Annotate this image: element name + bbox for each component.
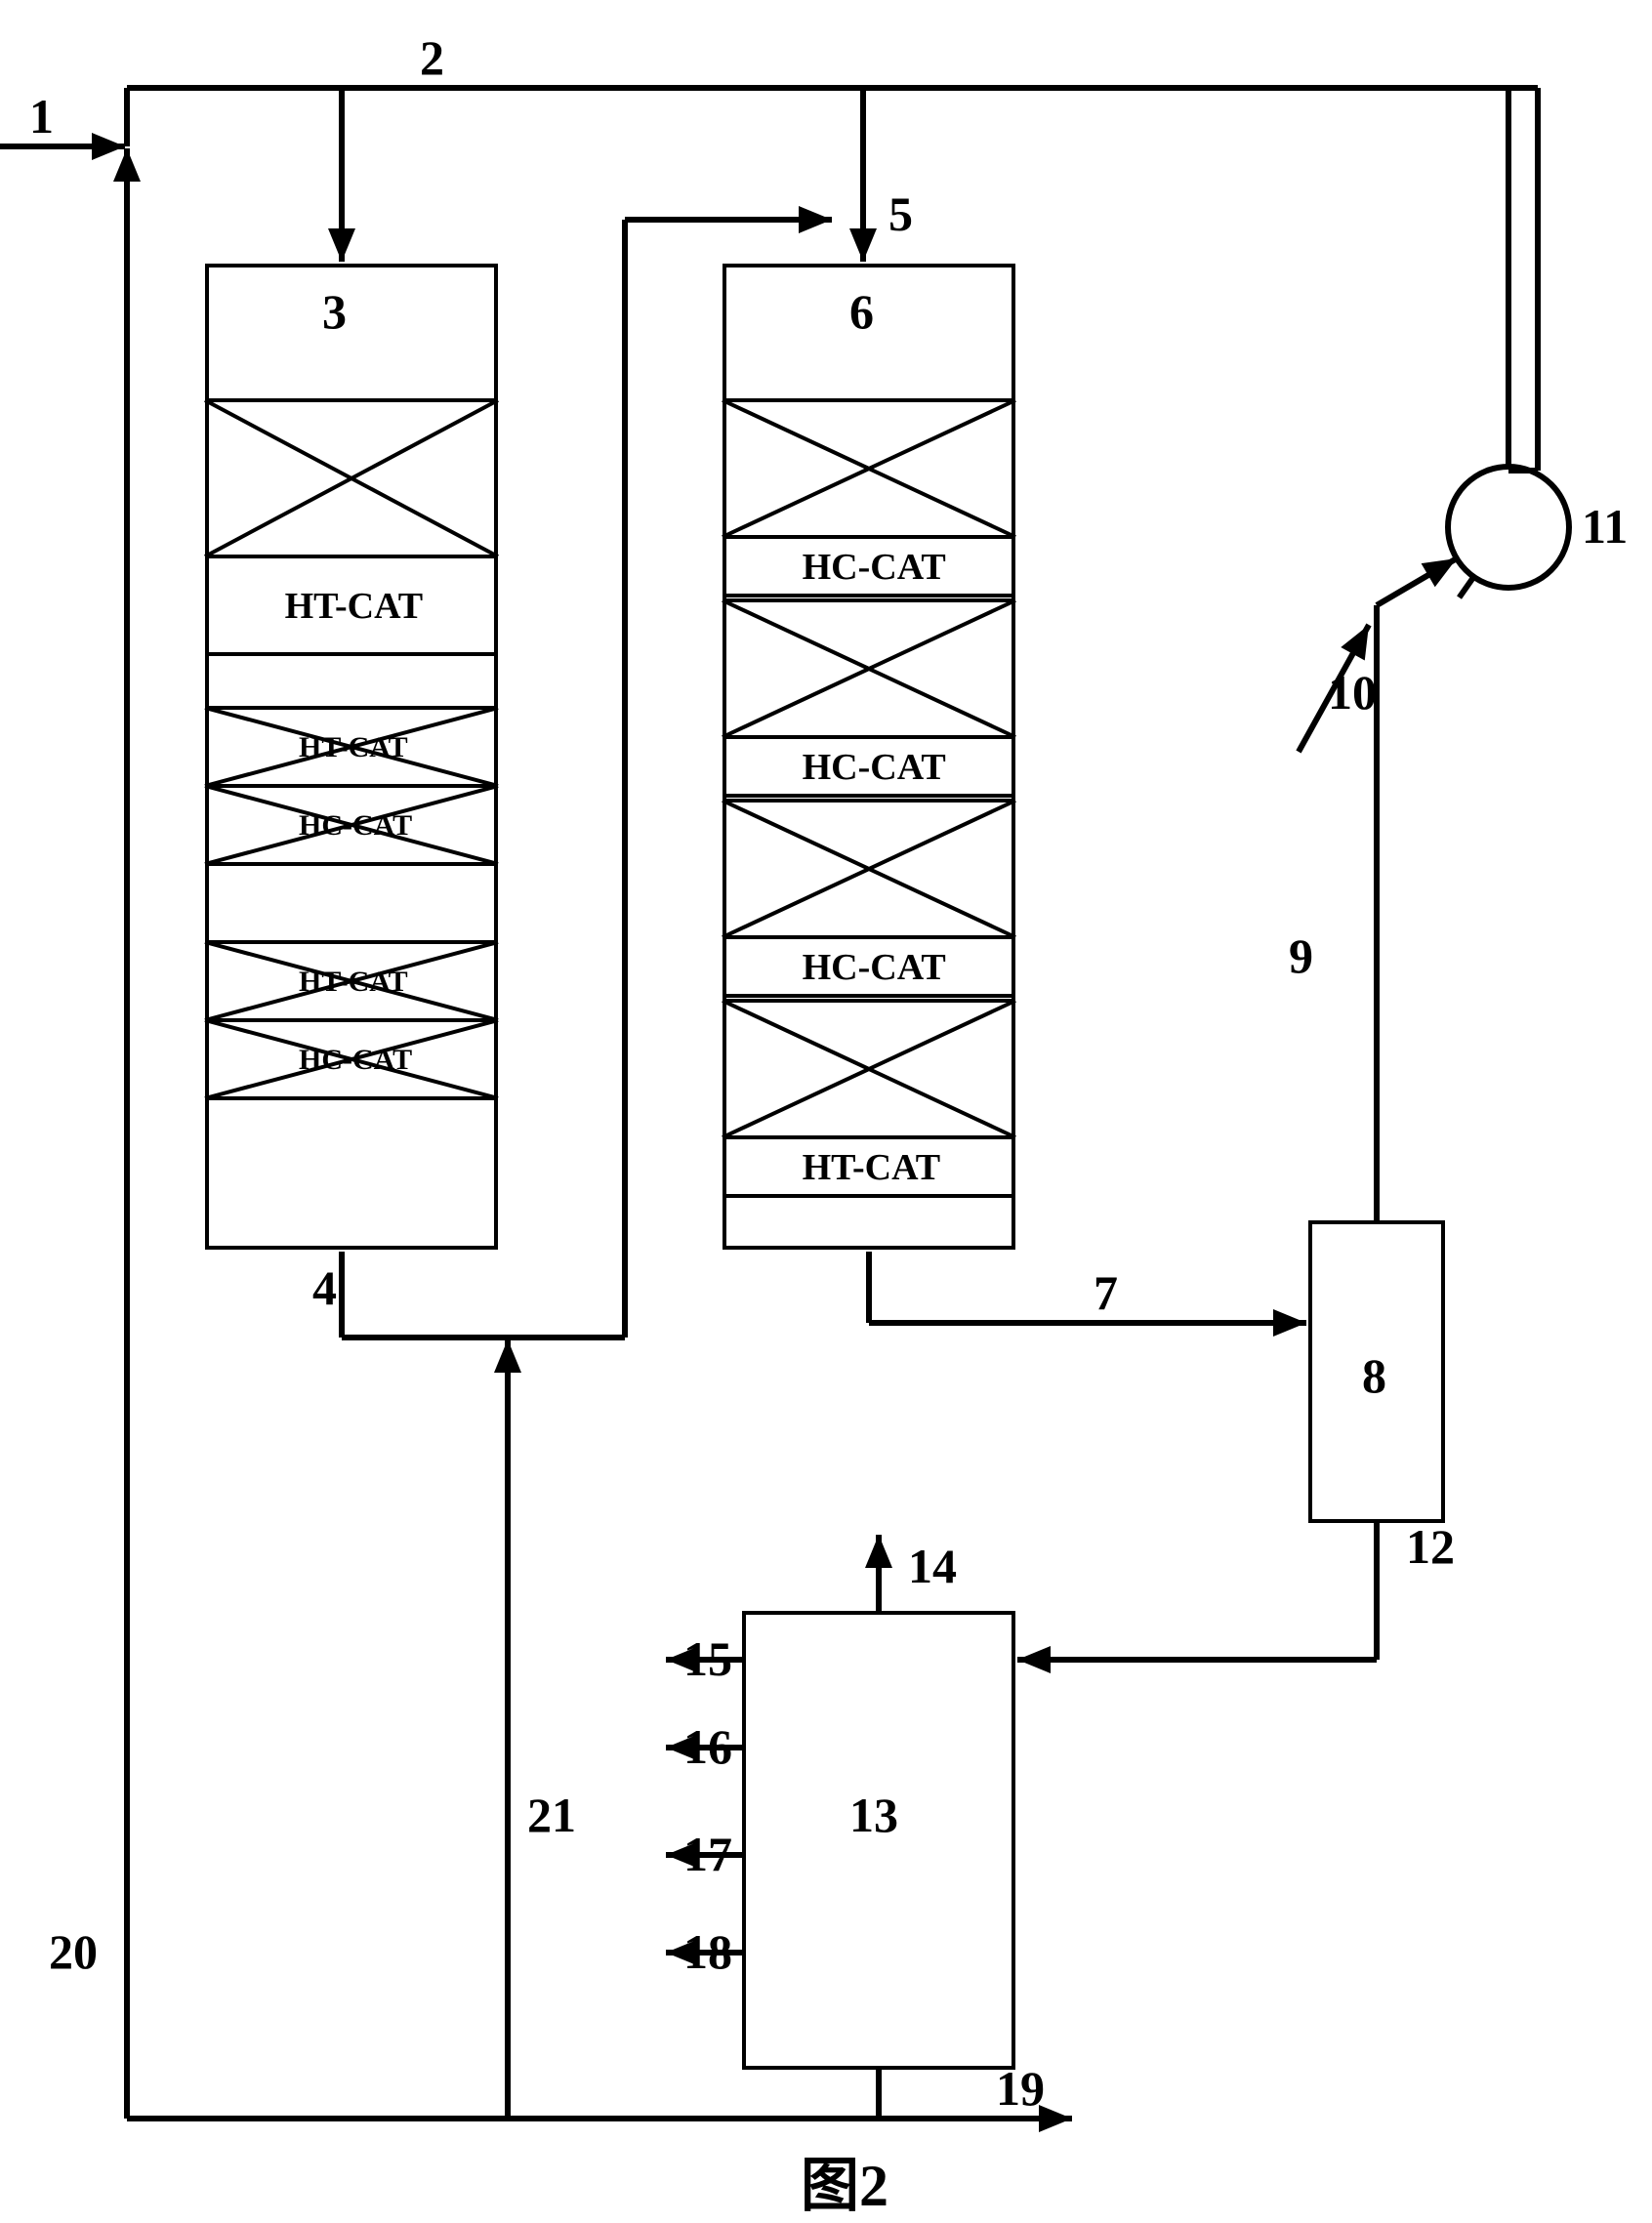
stream-label-11: 11 <box>1582 498 1628 555</box>
catalyst-label: HC-CAT <box>299 1044 412 1077</box>
catalyst-label: HT-CAT <box>285 585 423 628</box>
stream-label-15: 15 <box>683 1630 732 1687</box>
stream-label-5: 5 <box>888 185 913 242</box>
stream-label-6: 6 <box>849 283 874 340</box>
stream-label-10: 10 <box>1328 664 1377 720</box>
stream-label-4: 4 <box>312 1259 337 1316</box>
catalyst-label: HC-CAT <box>803 746 946 789</box>
stream-label-1: 1 <box>29 88 54 144</box>
stream-label-20: 20 <box>49 1923 98 1980</box>
stream-label-18: 18 <box>683 1923 732 1980</box>
stream-label-17: 17 <box>683 1826 732 1882</box>
catalyst-label: HT-CAT <box>803 1146 940 1189</box>
stream-label-16: 16 <box>683 1718 732 1775</box>
catalyst-label: HC-CAT <box>299 809 412 843</box>
stream-label-13: 13 <box>849 1787 898 1843</box>
catalyst-label: HT-CAT <box>299 731 408 764</box>
figure-caption: 图2 <box>801 2138 888 2223</box>
stream-label-2: 2 <box>420 29 444 86</box>
diagram-stage: HT-CAT HT-CAT HC-CAT HT-CAT HC-CAT 3 4 HC-CAT HC… <box>0 0 1652 2222</box>
stream-label-12: 12 <box>1406 1518 1455 1575</box>
stream-label-9: 9 <box>1289 927 1313 984</box>
catalyst-label: HC-CAT <box>803 546 946 589</box>
catalyst-label: HT-CAT <box>299 966 408 999</box>
stream-label-14: 14 <box>908 1538 957 1594</box>
stream-label-3: 3 <box>322 283 347 340</box>
stream-label-21: 21 <box>527 1787 576 1843</box>
catalyst-label: HC-CAT <box>803 946 946 989</box>
stream-label-8: 8 <box>1362 1347 1386 1404</box>
stream-label-19: 19 <box>996 2060 1045 2117</box>
stream-label-7: 7 <box>1094 1264 1118 1321</box>
